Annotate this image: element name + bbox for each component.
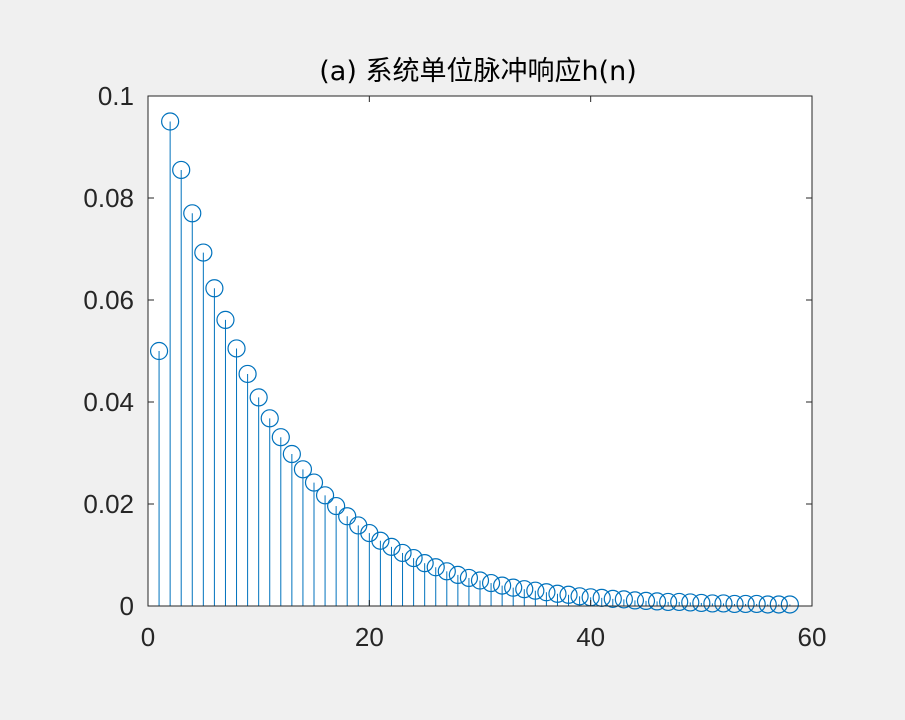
stems <box>158 121 791 606</box>
stem-marker <box>714 594 733 613</box>
stem-marker <box>493 576 512 595</box>
stem-marker <box>382 537 401 556</box>
x-tick-label: 0 <box>141 622 155 652</box>
stem-marker <box>570 587 589 606</box>
chart-title: (a) 系统单位脉冲响应h(n) <box>319 56 637 87</box>
stem-marker <box>183 204 202 223</box>
x-axis: 0 20 40 60 <box>141 96 827 652</box>
x-tick-label: 40 <box>576 622 605 652</box>
axes-box <box>147 95 813 607</box>
stem-marker <box>327 496 346 516</box>
stem-marker <box>670 592 689 612</box>
stem-marker <box>304 473 324 492</box>
stem-marker <box>481 573 501 593</box>
stem-marker <box>172 160 191 180</box>
stem-marker <box>659 592 678 612</box>
x-tick-label: 60 <box>798 622 827 652</box>
stem-marker <box>504 578 523 597</box>
y-tick-label: 0.04 <box>83 387 134 417</box>
stem-marker <box>271 428 290 447</box>
stem-marker <box>703 594 722 613</box>
stem-marker <box>459 568 479 588</box>
stem-marker <box>205 279 224 298</box>
stem-marker <box>216 310 235 329</box>
stem-marker <box>293 460 313 479</box>
stem-marker <box>747 594 766 614</box>
stem-marker <box>692 593 711 613</box>
stem-marker <box>404 548 423 568</box>
markers <box>149 112 799 614</box>
stem-marker <box>548 584 567 603</box>
x-tick-label: 20 <box>355 622 384 652</box>
stem-marker <box>780 595 799 614</box>
stem-marker <box>393 543 412 563</box>
stem-marker <box>238 364 257 384</box>
stem-marker <box>647 592 667 611</box>
y-tick-label: 0.08 <box>83 183 134 213</box>
y-tick-label: 0.06 <box>83 285 134 315</box>
y-tick-label: 0.1 <box>98 81 134 111</box>
stem-marker <box>603 589 622 608</box>
stem-marker <box>625 591 645 610</box>
stem-marker <box>636 591 656 611</box>
stem-marker <box>260 409 279 428</box>
stem-marker <box>149 341 169 361</box>
stem-marker <box>338 507 357 526</box>
stem-marker <box>437 562 456 581</box>
stem-marker <box>470 571 490 590</box>
plot-area: 0 20 40 60 0 0.02 0.04 0.06 0.08 0.1 <box>83 81 826 652</box>
stem-marker <box>282 444 301 464</box>
stem-marker <box>194 243 213 262</box>
stem-marker <box>426 558 445 577</box>
stem-marker <box>681 593 700 612</box>
stem-marker <box>161 112 180 131</box>
stem-marker <box>537 583 556 602</box>
stem-marker <box>725 594 744 614</box>
stem-marker <box>371 531 390 550</box>
stem-marker <box>415 554 434 573</box>
stem-marker <box>736 594 755 614</box>
y-tick-label: 0.02 <box>83 489 134 519</box>
stem-marker <box>526 581 545 600</box>
stem-marker <box>448 565 467 584</box>
stem-marker <box>559 585 578 604</box>
y-tick-label: 0 <box>120 591 134 621</box>
y-axis: 0 0.02 0.04 0.06 0.08 0.1 <box>83 81 812 621</box>
stem-marker <box>515 580 534 599</box>
stem-marker <box>769 595 788 614</box>
stem-marker <box>249 388 268 407</box>
stem-marker <box>758 595 777 614</box>
stem-marker <box>614 590 633 609</box>
stem-marker <box>227 339 246 358</box>
stem-marker <box>315 486 335 505</box>
